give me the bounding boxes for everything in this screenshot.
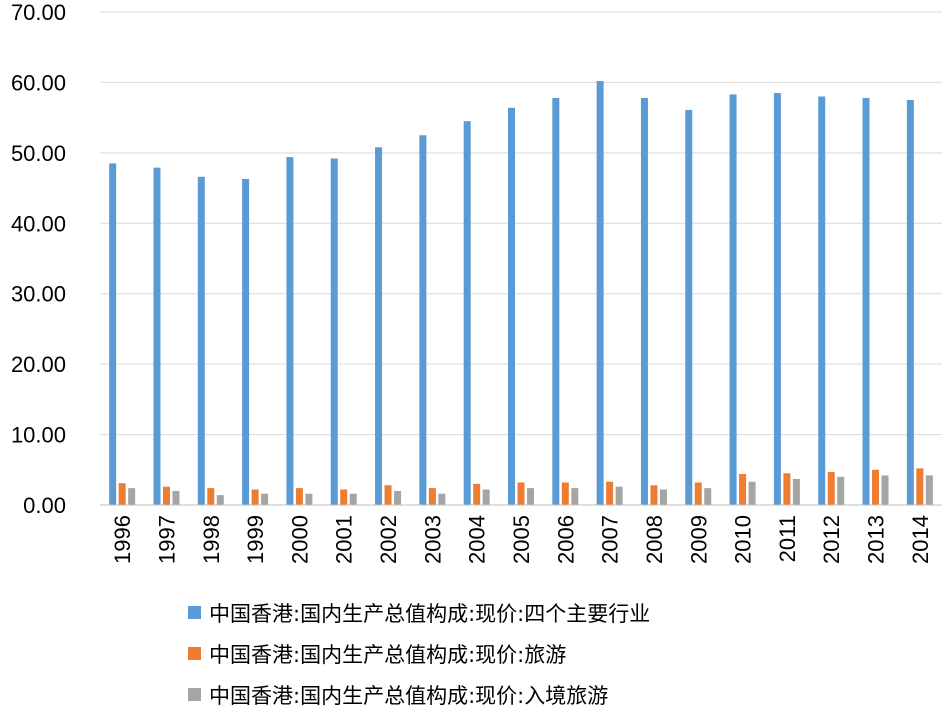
x-tick-label: 1998 xyxy=(199,515,224,564)
bar-major-industries xyxy=(242,178,250,505)
x-tick-label: 1996 xyxy=(110,515,135,564)
bar-tourism xyxy=(207,488,215,505)
bar-tourism xyxy=(428,488,436,505)
x-tick-label: 2004 xyxy=(465,515,490,564)
bar-tourism xyxy=(561,482,569,505)
bar-major-industries xyxy=(906,100,914,506)
bar-inbound-tourism xyxy=(128,488,136,505)
bar-major-industries xyxy=(596,81,604,506)
bar-inbound-tourism xyxy=(615,486,623,505)
y-tick-label: 10.00 xyxy=(11,423,66,448)
legend-label-inbound-tourism: 中国香港:国内生产总值构成:现价:入境旅游 xyxy=(209,683,609,708)
legend-item-major-industries: 中国香港:国内生产总值构成:现价:四个主要行业 xyxy=(188,592,650,633)
legend-label-tourism: 中国香港:国内生产总值构成:现价:旅游 xyxy=(209,642,567,667)
bar-tourism xyxy=(118,483,126,505)
bar-major-industries xyxy=(773,92,781,505)
bar-inbound-tourism xyxy=(704,488,712,505)
bar-inbound-tourism xyxy=(837,476,845,505)
bar-major-industries xyxy=(463,121,471,506)
legend-swatch-major-industries xyxy=(188,606,201,619)
x-tick-label: 2003 xyxy=(420,515,445,564)
y-tick-label: 60.00 xyxy=(11,70,66,95)
bar-tourism xyxy=(916,468,924,505)
bar-tourism xyxy=(783,473,791,505)
bars xyxy=(109,81,933,506)
bar-inbound-tourism xyxy=(172,490,180,505)
bar-inbound-tourism xyxy=(349,493,357,505)
bar-major-industries xyxy=(640,97,648,506)
x-tick-label: 2013 xyxy=(864,515,889,564)
y-axis-tick-labels: 0.00 10.00 20.00 30.00 40.00 50.00 60.00 70.00 xyxy=(11,0,66,518)
x-tick-label: 2008 xyxy=(642,515,667,564)
legend: 中国香港:国内生产总值构成:现价:四个主要行业 中国香港:国内生产总值构成:现价… xyxy=(188,592,650,715)
bar-tourism xyxy=(872,469,880,505)
bar-inbound-tourism xyxy=(792,478,800,505)
x-tick-label: 2012 xyxy=(819,515,844,564)
bar-inbound-tourism xyxy=(571,488,579,505)
bar-major-industries xyxy=(729,94,737,505)
bar-major-industries xyxy=(862,97,870,506)
bar-major-industries xyxy=(330,158,338,505)
y-tick-label: 30.00 xyxy=(11,282,66,307)
bar-tourism xyxy=(694,482,702,505)
bar-tourism xyxy=(473,483,481,505)
x-tick-label: 2009 xyxy=(686,515,711,564)
bar-major-industries xyxy=(685,109,693,505)
y-tick-label: 20.00 xyxy=(11,352,66,377)
y-tick-label: 40.00 xyxy=(11,211,66,236)
x-tick-label: 2001 xyxy=(332,515,357,564)
bar-major-industries xyxy=(109,163,117,505)
bar-major-industries xyxy=(286,157,294,505)
y-tick-label: 50.00 xyxy=(11,141,66,166)
x-tick-label: 1997 xyxy=(154,515,179,564)
x-tick-label: 2006 xyxy=(553,515,578,564)
legend-swatch-tourism xyxy=(188,647,201,660)
bar-tourism xyxy=(827,471,835,505)
bar-inbound-tourism xyxy=(216,495,224,505)
bar-major-industries xyxy=(419,135,427,505)
bar-inbound-tourism xyxy=(659,489,667,505)
y-tick-label: 70.00 xyxy=(11,0,66,25)
legend-label-major-industries: 中国香港:国内生产总值构成:现价:四个主要行业 xyxy=(209,601,651,626)
bar-inbound-tourism xyxy=(438,493,446,505)
bar-inbound-tourism xyxy=(527,488,534,505)
gridlines xyxy=(100,11,942,436)
x-tick-label: 2011 xyxy=(775,515,800,562)
x-tick-label: 2014 xyxy=(908,515,933,564)
bar-major-industries xyxy=(818,96,826,505)
legend-item-inbound-tourism: 中国香港:国内生产总值构成:现价:入境旅游 xyxy=(188,674,650,715)
bar-tourism xyxy=(340,489,348,505)
bar-major-industries xyxy=(375,147,383,506)
bar-tourism xyxy=(739,474,747,505)
bar-tourism xyxy=(650,485,658,505)
bar-tourism xyxy=(517,482,525,505)
bar-major-industries xyxy=(552,97,560,506)
bar-tourism xyxy=(162,486,170,505)
bar-tourism xyxy=(251,489,259,505)
bar-tourism xyxy=(295,488,303,505)
bar-tourism xyxy=(606,481,614,505)
x-tick-label: 2010 xyxy=(731,515,756,564)
bar-inbound-tourism xyxy=(394,490,402,505)
bar-inbound-tourism xyxy=(305,493,313,505)
x-tick-label: 2007 xyxy=(598,515,623,564)
y-tick-label: 0.00 xyxy=(23,493,66,518)
bar-tourism xyxy=(384,485,392,505)
bar-major-industries xyxy=(508,107,515,505)
x-axis-tick-labels: 1996 1997 1998 1999 2000 2001 2002 2003 2004 2005… xyxy=(110,515,933,564)
x-tick-label: 2005 xyxy=(509,515,534,564)
bar-inbound-tourism xyxy=(925,475,933,505)
legend-swatch-inbound-tourism xyxy=(188,688,201,701)
bar-major-industries xyxy=(153,167,161,505)
bar-inbound-tourism xyxy=(261,493,269,505)
bar-inbound-tourism xyxy=(482,489,490,505)
x-tick-label: 1999 xyxy=(243,515,268,564)
legend-item-tourism: 中国香港:国内生产总值构成:现价:旅游 xyxy=(188,633,650,674)
bar-inbound-tourism xyxy=(881,475,889,505)
x-tick-label: 2002 xyxy=(376,515,401,564)
x-tick-label: 2000 xyxy=(287,515,312,564)
bar-major-industries xyxy=(197,176,205,505)
bar-inbound-tourism xyxy=(748,481,756,505)
